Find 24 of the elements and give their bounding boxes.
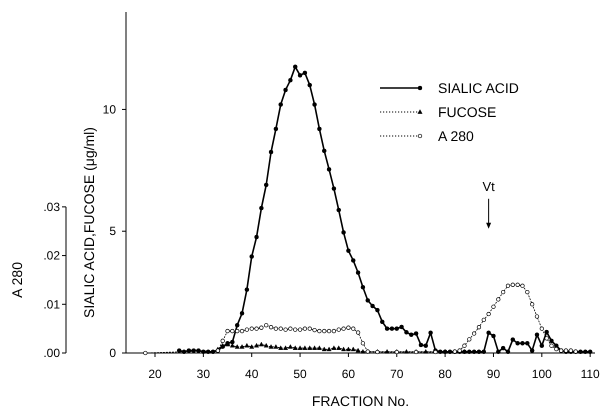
x-tick-label: 110: [580, 367, 600, 381]
x-axis-title: FRACTION No.: [312, 393, 410, 409]
x-tick-label: 20: [148, 367, 162, 381]
y2-tick-label: .02: [43, 248, 60, 263]
y-tick-label: 0: [109, 346, 116, 360]
legend-label: FUCOSE: [438, 104, 496, 120]
y2-tick-label: .01: [43, 297, 60, 312]
annotation: Vt: [482, 178, 496, 194]
x-tick-label: 80: [438, 367, 452, 381]
x-tick-label: 60: [342, 367, 356, 381]
x-tick-label: 40: [245, 367, 259, 381]
y-tick-label: 5: [109, 224, 116, 238]
legend-label: A 280: [438, 128, 474, 144]
y2-tick-label: .03: [43, 200, 60, 214]
y-axis-title: SIALIC ACID,FUCOSE (μg/ml): [81, 127, 97, 318]
x-tick-label: 70: [390, 367, 404, 381]
y2-axis-title: A 280: [9, 262, 25, 298]
legend-label: SIALIC ACID: [438, 80, 519, 96]
x-tick-label: 50: [293, 367, 308, 381]
y2-tick-label: .00: [43, 346, 60, 360]
x-tick-label: 30: [196, 367, 210, 381]
x-tick-label: 90: [486, 367, 500, 381]
x-tick-label: 100: [532, 367, 552, 381]
y-tick-label: 10: [102, 102, 116, 116]
